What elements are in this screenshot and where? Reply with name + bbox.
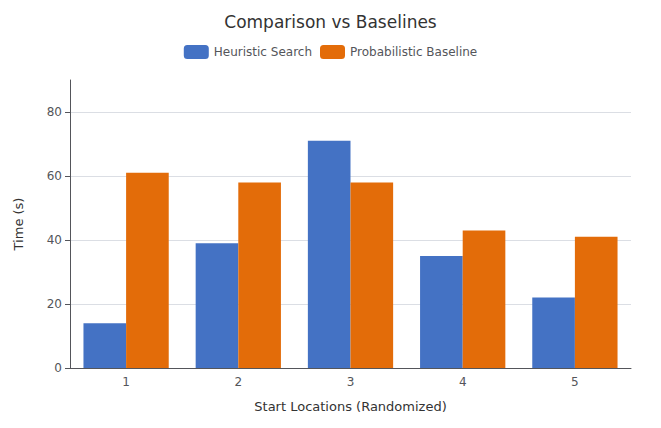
- svg-text:2: 2: [234, 375, 242, 389]
- svg-text:20: 20: [47, 297, 62, 311]
- svg-text:0: 0: [54, 361, 62, 375]
- svg-text:Time (s): Time (s): [11, 198, 26, 252]
- svg-text:3: 3: [347, 375, 355, 389]
- svg-text:Probabilistic Baseline: Probabilistic Baseline: [350, 45, 477, 59]
- svg-text:Start Locations (Randomized): Start Locations (Randomized): [254, 399, 446, 414]
- svg-text:4: 4: [459, 375, 467, 389]
- svg-text:60: 60: [47, 169, 62, 183]
- svg-text:Comparison vs Baselines: Comparison vs Baselines: [224, 12, 437, 32]
- svg-text:Heuristic Search: Heuristic Search: [214, 45, 312, 59]
- svg-text:5: 5: [571, 375, 579, 389]
- svg-text:40: 40: [47, 233, 62, 247]
- svg-text:1: 1: [122, 375, 130, 389]
- svg-text:80: 80: [47, 105, 62, 119]
